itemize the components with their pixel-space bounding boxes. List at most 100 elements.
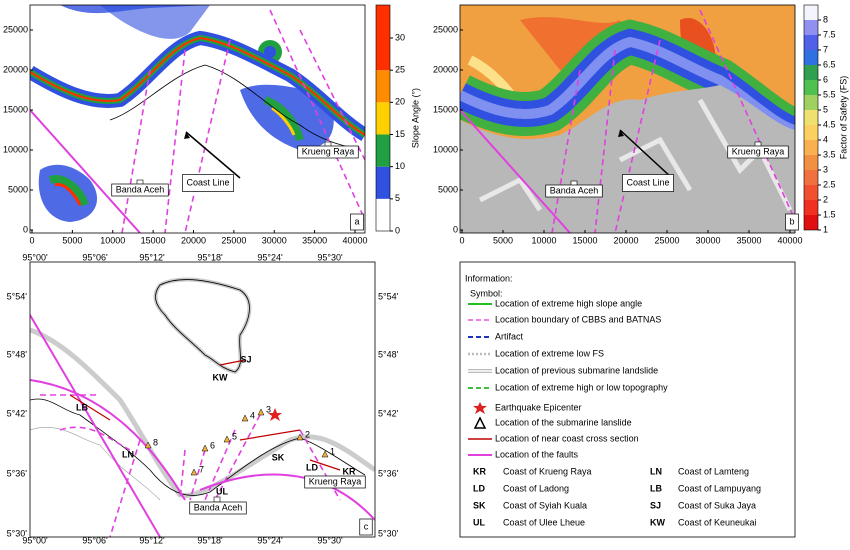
site-label: SK	[272, 452, 285, 462]
landslide-triangle	[201, 444, 209, 452]
lon-tick-label: 95°00'	[22, 535, 48, 545]
x-tick-label: 25000	[221, 235, 246, 245]
coast-code: KW	[650, 517, 665, 527]
colorbar-tick-label: 1	[823, 224, 828, 234]
colorbar-cap	[804, 5, 818, 20]
legend-symbol	[473, 402, 487, 414]
colorbar-segment	[376, 166, 390, 199]
colorbar-title: Factor of Safety (FS)	[838, 76, 848, 160]
colorbar-tick-label: 3	[823, 164, 828, 174]
colorbar-segment	[804, 50, 818, 65]
colorbar-segment	[376, 198, 390, 231]
lat-tick-label: 5°30'	[7, 528, 28, 538]
colorbar-segment	[804, 65, 818, 80]
colorbar-segment	[804, 140, 818, 155]
landslide-number: 6	[210, 440, 215, 450]
town-marker	[213, 496, 221, 503]
landslide-triangle	[241, 414, 249, 422]
lon-tick-label: 95°18'	[197, 252, 223, 262]
coast-code: UL	[473, 517, 485, 527]
x-tick-label: 5000	[493, 235, 513, 245]
landslide-triangle	[296, 433, 304, 441]
arrow	[619, 129, 673, 179]
x-tick-label: 15000	[141, 235, 166, 245]
legend-subtitle: Symbol:	[470, 288, 503, 298]
colorbar-segment	[376, 134, 390, 167]
coast-code: LD	[473, 483, 485, 493]
lat-tick-label: 5°42'	[378, 408, 399, 418]
x-tick-label: 40000	[777, 235, 802, 245]
colorbar-tick-label: 4	[823, 134, 828, 144]
landslide-number: 4	[250, 410, 255, 420]
colorbar-segment	[804, 215, 818, 230]
colorbar-tick-label: 7	[823, 44, 828, 54]
coast-code: SK	[473, 500, 486, 510]
colorbar-tick-label: 2	[823, 194, 828, 204]
legend-item: Location of near coast cross section	[495, 433, 639, 443]
panel-c-map	[30, 262, 375, 537]
coast-name: Coast of Suka Jaya	[678, 500, 756, 510]
coast-code: SJ	[650, 500, 661, 510]
y-tick-label: 5000	[438, 184, 458, 194]
colorbar-tick-label: 25	[395, 65, 405, 75]
y-tick-label: 0	[453, 224, 458, 234]
colorbar-segment	[804, 35, 818, 50]
colorbar-tick-label: 4.5	[823, 119, 836, 129]
landslide-number: 8	[153, 437, 158, 447]
lat-tick-label: 5°54'	[7, 291, 28, 301]
legend-title: Information:	[465, 273, 513, 283]
site-label: UL	[216, 486, 228, 496]
x-tick-label: 35000	[736, 235, 761, 245]
coast-line-label-box	[622, 174, 674, 192]
site-label: LB	[76, 402, 88, 412]
coast-name: Coast of Lamteng	[678, 466, 749, 476]
colorbar-segment	[804, 80, 818, 95]
lat-tick-label: 5°54'	[378, 291, 399, 301]
legend-item: Location of previous submarine landslide	[495, 365, 658, 375]
y-tick-label: 25000	[433, 24, 458, 34]
coast-line-label: Coast Line	[186, 177, 229, 187]
coast-name: Coast of Ulee Lheue	[503, 517, 585, 527]
lon-tick-label: 95°06'	[82, 535, 108, 545]
x-tick-label: 20000	[613, 235, 638, 245]
lat-tick-label: 5°36'	[378, 468, 399, 478]
town-label: Banda Aceh	[550, 185, 599, 195]
panel-b-frame	[459, 4, 796, 234]
legend-box	[459, 261, 796, 538]
colorbar-segment	[804, 155, 818, 170]
colorbar-segment	[804, 170, 818, 185]
y-tick-label: 15000	[3, 104, 28, 114]
colorbar-tick-label: 5.5	[823, 89, 836, 99]
x-tick-label: 10000	[100, 235, 125, 245]
landslide-triangle	[223, 435, 231, 443]
x-tick-label: 0	[29, 235, 34, 245]
panel-letter: a	[354, 216, 359, 226]
site-label: KR	[343, 466, 356, 476]
colorbar-segment	[376, 38, 390, 71]
x-tick-label: 25000	[654, 235, 679, 245]
colorbar-segment	[804, 95, 818, 110]
landslide-number: 2	[305, 429, 310, 439]
panel-a-frame	[29, 4, 366, 234]
y-tick-label: 10000	[3, 144, 28, 154]
colorbar-tick-label: 6	[823, 74, 828, 84]
legend-item: Location boundary of CBBS and BATNAS	[495, 314, 661, 324]
colorbar-tick-label: 3.5	[823, 149, 836, 159]
legend-item: Artifact	[495, 331, 524, 341]
legend-item: Location of extreme high slope angle	[495, 298, 642, 308]
colorbar-tick-label: 20	[395, 97, 405, 107]
panel-letter: b	[789, 216, 794, 226]
x-tick-label: 20000	[181, 235, 206, 245]
lat-tick-label: 5°48'	[7, 349, 28, 359]
landslide-number: 3	[266, 404, 271, 414]
legend-item: Location of extreme high or low topograp…	[495, 382, 668, 392]
colorbar-segment	[804, 20, 818, 35]
town-label: Banda Aceh	[116, 184, 165, 194]
coast-line-label-box	[182, 174, 234, 192]
panel-letter-box	[359, 518, 373, 536]
town-label-box	[304, 475, 366, 489]
x-tick-label: 35000	[302, 235, 327, 245]
lat-tick-label: 5°48'	[378, 349, 399, 359]
colorbar-tick-label: 10	[395, 161, 405, 171]
